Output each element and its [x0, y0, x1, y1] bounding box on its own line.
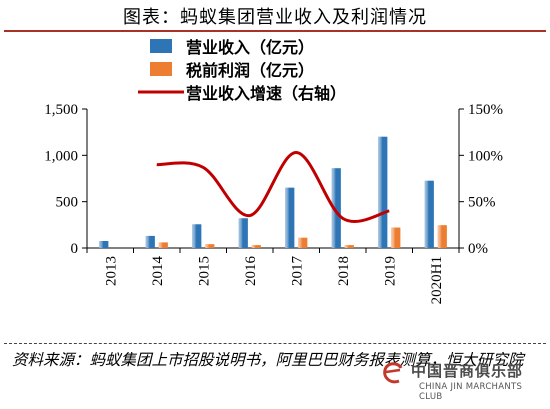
source-divider — [4, 343, 546, 344]
x-tick-label: 2013 — [103, 256, 119, 286]
bar-highlight — [158, 242, 168, 248]
x-tick-label: 2020H1 — [429, 256, 445, 304]
chart-plot: 0 500 1,000 1,500 0% 50% 100% 150% 2013 2014 2015 2… — [44, 38, 503, 304]
chart-title: 图表：蚂蚁集团营业收入及利润情况 — [123, 7, 427, 28]
watermark-name-en: CHINA JIN MARCHANTS CLUB — [419, 382, 523, 402]
right-tick-label: 150% — [468, 102, 503, 118]
legend-label: 营业收入增速（右轴） — [186, 84, 346, 103]
e-logo-icon — [383, 362, 403, 384]
x-tick-label: 2014 — [150, 256, 166, 287]
x-tick-label: 2019 — [382, 256, 398, 286]
watermark: 中国晋商俱乐部 CHINA JIN MARCHANTS CLUB — [379, 354, 544, 402]
legend-swatch — [150, 39, 172, 53]
left-tick-label: 0 — [71, 241, 79, 257]
title-divider — [4, 30, 546, 32]
bar-highlight — [424, 180, 434, 248]
watermark-name: 中国晋商俱乐部 — [411, 362, 524, 380]
bar-highlight — [285, 187, 295, 248]
legend-swatch — [150, 62, 172, 76]
bar-highlight — [378, 136, 388, 248]
bar-highlight — [391, 227, 401, 248]
left-tick-label: 1,500 — [44, 102, 78, 118]
left-tick-label: 1,000 — [44, 148, 78, 164]
bar-highlight — [298, 237, 308, 248]
bar-highlight — [192, 224, 202, 248]
bar-highlight — [251, 245, 261, 248]
bar-highlight — [331, 168, 341, 248]
growth-rate-line — [156, 151, 390, 223]
bar-highlight — [99, 241, 109, 248]
legend-label: 税前利润（亿元） — [186, 61, 314, 80]
left-tick-label: 500 — [56, 195, 79, 211]
x-tick-label: 2018 — [336, 256, 352, 286]
legend-label: 营业收入（亿元） — [186, 38, 314, 57]
x-tick-label: 2015 — [196, 256, 212, 286]
bar-highlight — [437, 225, 447, 248]
bar-highlight — [205, 244, 215, 248]
right-tick-label: 100% — [468, 148, 503, 164]
x-tick-label: 2017 — [289, 256, 305, 287]
right-tick-label: 50% — [468, 195, 496, 211]
bar-highlight — [145, 235, 155, 248]
x-tick-label: 2016 — [243, 256, 259, 287]
bar-highlight — [238, 218, 248, 248]
bar-highlight — [344, 245, 354, 248]
right-tick-label: 0% — [468, 241, 488, 257]
